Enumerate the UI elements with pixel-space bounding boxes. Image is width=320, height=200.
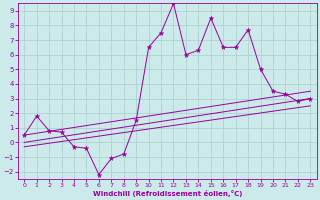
X-axis label: Windchill (Refroidissement éolien,°C): Windchill (Refroidissement éolien,°C) [92,190,242,197]
